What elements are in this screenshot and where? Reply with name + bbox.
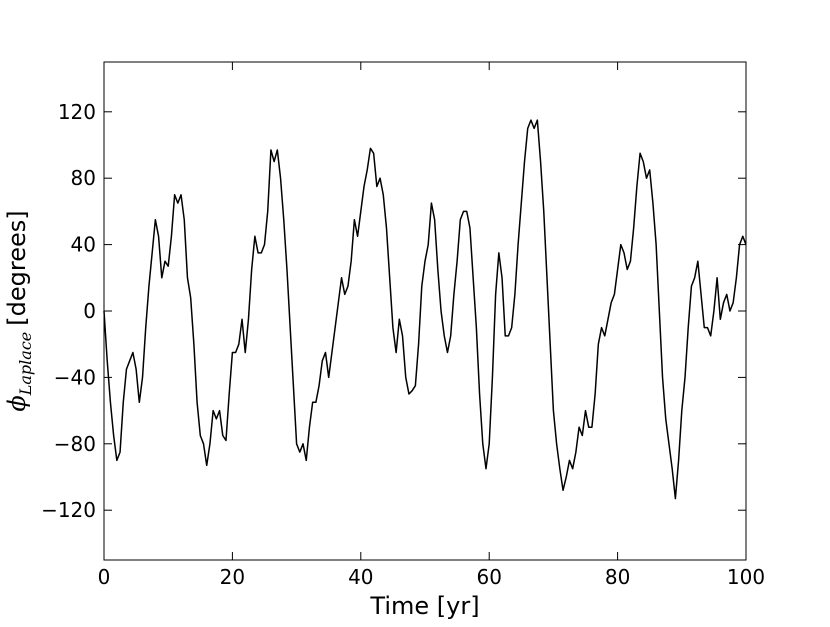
y-tick-label: 40 bbox=[71, 233, 96, 257]
y-label-symbol: ϕ bbox=[3, 395, 31, 411]
x-tick-label: 40 bbox=[348, 565, 373, 589]
y-label-subscript: Laplace bbox=[16, 332, 35, 397]
x-tick-label: 100 bbox=[727, 565, 765, 589]
y-tick-label: −80 bbox=[54, 432, 96, 456]
y-tick-label: 120 bbox=[58, 100, 96, 124]
y-axis-label: ϕLaplace [degrees] bbox=[3, 210, 35, 411]
plot-area bbox=[103, 61, 747, 561]
x-tick-label: 80 bbox=[605, 565, 630, 589]
x-tick-label: 60 bbox=[476, 565, 501, 589]
y-tick-label: −40 bbox=[54, 365, 96, 389]
x-axis-label: Time [yr] bbox=[369, 592, 479, 620]
y-tick-label: 80 bbox=[71, 166, 96, 190]
x-tick-label: 0 bbox=[98, 565, 111, 589]
y-tick-label: 0 bbox=[83, 299, 96, 323]
data-line bbox=[103, 119, 747, 500]
x-tick-label: 20 bbox=[220, 565, 245, 589]
y-label-text: [degrees] bbox=[3, 210, 31, 325]
y-tick-label: −120 bbox=[41, 498, 96, 522]
